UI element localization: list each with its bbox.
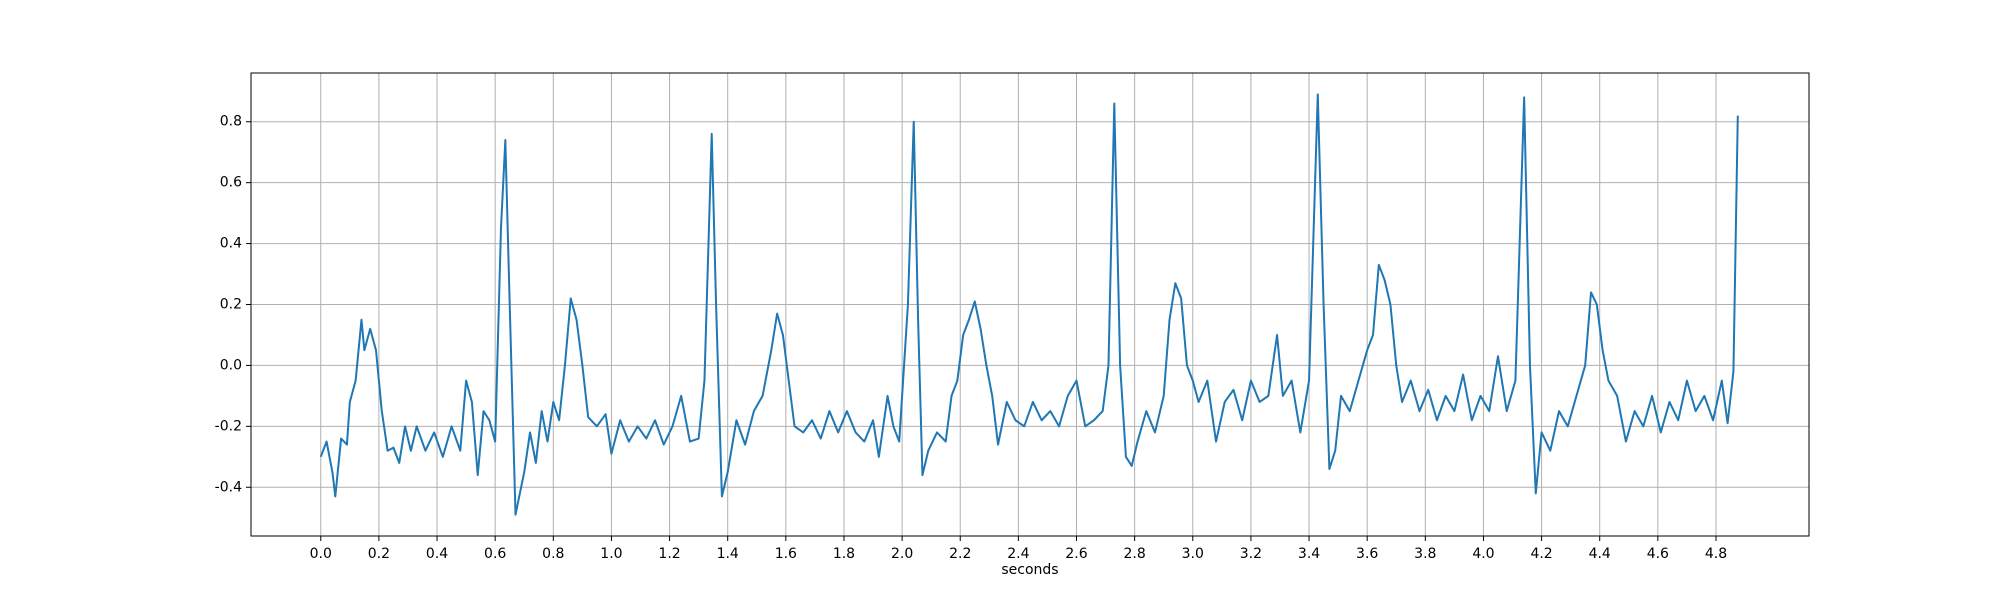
x-tick-label: 2.2 bbox=[949, 546, 971, 562]
x-tick-label: 3.0 bbox=[1182, 546, 1204, 562]
x-tick-label: 1.2 bbox=[658, 546, 680, 562]
x-tick-label: 0.8 bbox=[542, 546, 564, 562]
y-tick-label: -0.2 bbox=[215, 418, 242, 434]
x-axis-label: seconds bbox=[1001, 562, 1058, 578]
x-tick-label: 0.6 bbox=[484, 546, 506, 562]
x-tick-label: 0.4 bbox=[426, 546, 448, 562]
x-tick-label: 1.4 bbox=[717, 546, 739, 562]
x-tick-label: 0.2 bbox=[368, 546, 390, 562]
x-tick-label: 3.6 bbox=[1356, 546, 1378, 562]
y-tick-label: 0.4 bbox=[220, 236, 242, 252]
x-tick-label: 1.8 bbox=[833, 546, 855, 562]
x-tick-label: 4.8 bbox=[1705, 546, 1727, 562]
y-tick-label: 0.8 bbox=[220, 114, 242, 130]
x-tick-label: 2.0 bbox=[891, 546, 913, 562]
x-tick-label: 4.0 bbox=[1472, 546, 1494, 562]
data-line bbox=[319, 93, 1739, 516]
x-tick-label: 4.4 bbox=[1589, 546, 1611, 562]
x-tick-label: 2.4 bbox=[1007, 546, 1029, 562]
x-tick-label: 0.0 bbox=[310, 546, 332, 562]
x-tick-label: 1.6 bbox=[775, 546, 797, 562]
x-tick-label: 4.2 bbox=[1530, 546, 1552, 562]
plot-frame bbox=[250, 72, 1810, 537]
x-tick-label: 4.6 bbox=[1647, 546, 1669, 562]
y-tick-label: 0.6 bbox=[220, 175, 242, 191]
x-tick-label: 3.2 bbox=[1240, 546, 1262, 562]
x-tick-label: 3.4 bbox=[1298, 546, 1320, 562]
x-tick-label: 1.0 bbox=[600, 546, 622, 562]
y-tick-label: 0.2 bbox=[220, 297, 242, 313]
y-tick-label: -0.4 bbox=[215, 479, 242, 495]
x-tick-label: 2.8 bbox=[1124, 546, 1146, 562]
x-tick-label: 3.8 bbox=[1414, 546, 1436, 562]
x-tick-label: 2.6 bbox=[1065, 546, 1087, 562]
y-tick-label: 0.0 bbox=[220, 357, 242, 373]
